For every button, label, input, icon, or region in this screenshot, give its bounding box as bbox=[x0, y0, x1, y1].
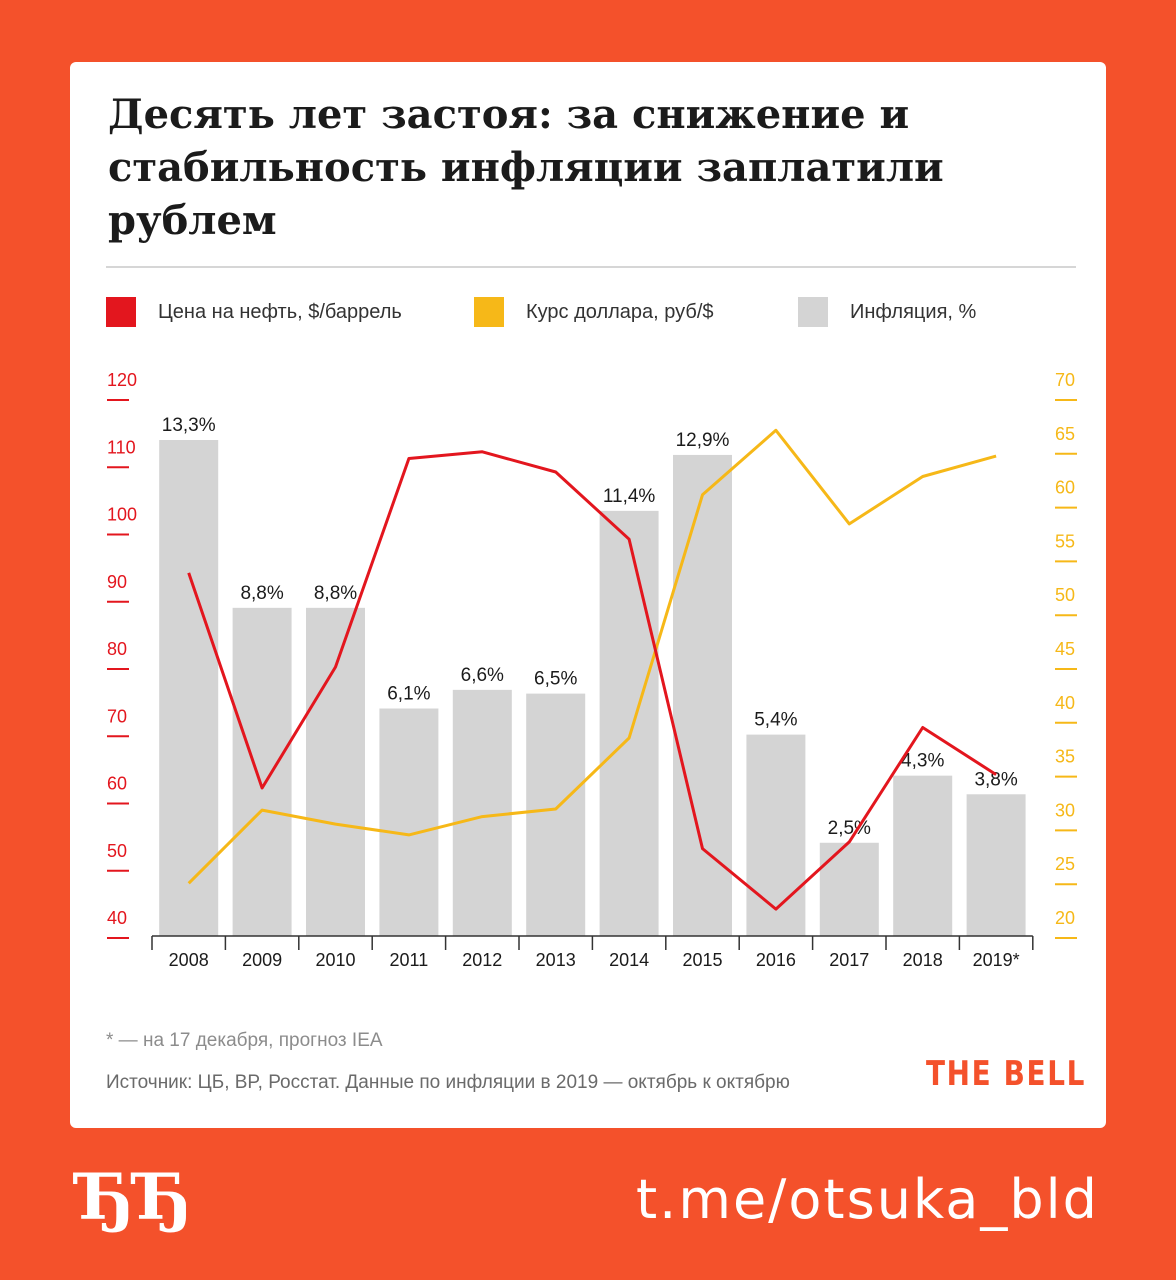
y-left-tick-label: 50 bbox=[107, 841, 127, 861]
y-right-tick-label: 65 bbox=[1055, 424, 1075, 444]
y-right-tick-label: 20 bbox=[1055, 908, 1075, 928]
inflation-bar bbox=[966, 794, 1026, 936]
legend-inflation: Инфляция, % bbox=[798, 296, 976, 328]
inflation-bar bbox=[526, 693, 586, 936]
x-tick-label: 2010 bbox=[315, 950, 355, 970]
legend-oil: Цена на нефть, $/баррель bbox=[106, 296, 402, 328]
inflation-bar bbox=[159, 440, 219, 936]
x-tick-label: 2009 bbox=[242, 950, 282, 970]
y-right-tick-label: 25 bbox=[1055, 854, 1075, 874]
y-right-tick-label: 60 bbox=[1055, 478, 1075, 498]
chart-canvas: 13,3% 8,8% 8,8% 6,1% 6,6% 6,5% 11,4% 12,9% 5,4% 2… bbox=[107, 370, 1077, 970]
x-tick-label: 2016 bbox=[756, 950, 796, 970]
inflation-bar bbox=[379, 708, 439, 936]
inflation-bar bbox=[452, 689, 512, 936]
inflation-bar bbox=[306, 607, 365, 936]
x-tick-label: 2008 bbox=[169, 950, 209, 970]
legend-usd: Курс доллара, руб/$ bbox=[474, 296, 714, 328]
title-divider bbox=[106, 266, 1076, 268]
y-right-tick-label: 45 bbox=[1055, 639, 1075, 659]
inflation-label: 5,4% bbox=[754, 710, 797, 731]
inflation-label: 8,8% bbox=[240, 583, 283, 604]
inflation-bar bbox=[819, 842, 879, 936]
y-left-tick-label: 80 bbox=[107, 639, 127, 659]
footnote: * — на 17 декабря, прогноз IEA bbox=[106, 1030, 383, 1051]
x-tick-label: 2014 bbox=[609, 950, 649, 970]
x-tick-label: 2012 bbox=[462, 950, 502, 970]
inflation-label: 3,8% bbox=[974, 769, 1017, 790]
y-left-tick-label: 40 bbox=[107, 908, 127, 928]
x-tick-label: 2015 bbox=[682, 950, 722, 970]
inflation-bar bbox=[893, 775, 953, 936]
x-tick-label: 2013 bbox=[536, 950, 576, 970]
y-left-tick-label: 110 bbox=[107, 437, 136, 457]
inflation-bar bbox=[673, 454, 732, 936]
legend-oil-label: Цена на нефть, $/баррель bbox=[158, 300, 402, 323]
y-left-tick-label: 90 bbox=[107, 572, 127, 592]
legend-usd-label: Курс доллара, руб/$ bbox=[526, 300, 714, 323]
chart-title: Десять лет застоя: за снижение и стабиль… bbox=[108, 91, 944, 244]
inflation-label: 4,3% bbox=[901, 751, 944, 772]
x-tick-label: 2017 bbox=[829, 950, 869, 970]
legend-oil-swatch bbox=[106, 297, 136, 327]
inflation-bar bbox=[599, 510, 659, 936]
source-note: Источник: ЦБ, BP, Росстат. Данные по инф… bbox=[106, 1072, 790, 1093]
y-left-tick-label: 120 bbox=[107, 370, 137, 390]
y-right-tick-label: 40 bbox=[1055, 693, 1075, 713]
channel-logo: ЂЂ bbox=[76, 1160, 192, 1235]
x-tick-label: 2018 bbox=[903, 950, 943, 970]
legend-usd-swatch bbox=[474, 297, 504, 327]
y-right-tick-label: 70 bbox=[1055, 370, 1075, 390]
oil-line bbox=[187, 450, 997, 911]
y-right-tick-label: 30 bbox=[1055, 800, 1075, 820]
inflation-label: 6,5% bbox=[534, 669, 577, 690]
infographic-card bbox=[70, 62, 1106, 1128]
y-right-tick-label: 35 bbox=[1055, 747, 1075, 767]
inflation-label: 8,8% bbox=[314, 583, 357, 604]
inflation-label: 6,1% bbox=[387, 684, 430, 705]
y-right-tick-label: 55 bbox=[1055, 531, 1075, 551]
inflation-label: 6,6% bbox=[461, 665, 504, 686]
brand-logo: THE BELL bbox=[926, 1054, 1087, 1094]
legend-inflation-swatch bbox=[798, 297, 828, 327]
x-tick-label: 2011 bbox=[390, 950, 429, 970]
x-tick-label: 2019* bbox=[973, 950, 1020, 970]
y-right-tick-label: 50 bbox=[1055, 585, 1075, 605]
usd-line bbox=[187, 428, 997, 885]
channel-handle[interactable]: t.me/otsuka_bld bbox=[636, 1168, 1099, 1231]
inflation-label: 12,9% bbox=[676, 430, 730, 451]
legend-inflation-label: Инфляция, % bbox=[850, 300, 977, 323]
inflation-bar bbox=[746, 734, 806, 936]
inflation-label: 13,3% bbox=[162, 415, 216, 436]
y-left-tick-label: 60 bbox=[107, 774, 127, 794]
inflation-bar bbox=[232, 607, 292, 936]
inflation-label: 11,4% bbox=[603, 486, 656, 507]
y-left-tick-label: 70 bbox=[107, 706, 127, 726]
y-left-tick-label: 100 bbox=[107, 505, 137, 525]
